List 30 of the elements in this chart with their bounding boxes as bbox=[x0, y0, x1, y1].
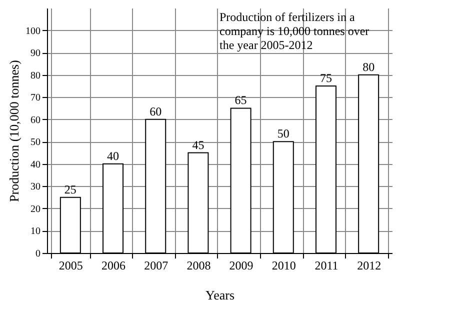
y-tick-label: 30 bbox=[30, 182, 40, 193]
x-tick-label: 2009 bbox=[229, 258, 254, 272]
data-label: 25 bbox=[64, 182, 76, 196]
x-axis-title: Years bbox=[205, 288, 235, 302]
data-label: 45 bbox=[192, 138, 204, 152]
x-tick-label: 2007 bbox=[144, 258, 168, 272]
data-label: 40 bbox=[107, 148, 120, 163]
y-tick-label: 80 bbox=[30, 70, 40, 82]
x-tick-label: 2010 bbox=[272, 258, 296, 272]
annotation: Production of fertilizers in a company is 10,000 tonnes over the year 2005-2012 bbox=[220, 10, 370, 52]
y-tick-label: 40 bbox=[30, 159, 40, 170]
y-tick-label: 10 bbox=[30, 226, 40, 238]
y-tick-label: 90 bbox=[30, 48, 40, 60]
y-tick-label: 60 bbox=[30, 114, 40, 126]
y-tick-label: 0 bbox=[36, 248, 40, 260]
data-label: 80 bbox=[362, 60, 375, 74]
x-tick-label: 2006 bbox=[102, 258, 126, 272]
data-label: 75 bbox=[320, 70, 332, 85]
y-tick-label: 70 bbox=[30, 92, 40, 104]
x-tick-label: 2012 bbox=[357, 258, 382, 272]
y-tick-label: 50 bbox=[30, 137, 40, 148]
data-label: 60 bbox=[150, 104, 162, 118]
x-tick-label: 2008 bbox=[186, 258, 211, 272]
x-tick-label: 2005 bbox=[58, 258, 83, 272]
y-tick-label: 20 bbox=[30, 204, 40, 215]
y-tick-label: 100 bbox=[26, 26, 40, 37]
x-tick-label: 2011 bbox=[314, 258, 338, 272]
data-label: 65 bbox=[234, 93, 247, 108]
y-axis-title: Production (10,000 tonnes) bbox=[6, 60, 22, 202]
data-label: 50 bbox=[277, 126, 290, 141]
